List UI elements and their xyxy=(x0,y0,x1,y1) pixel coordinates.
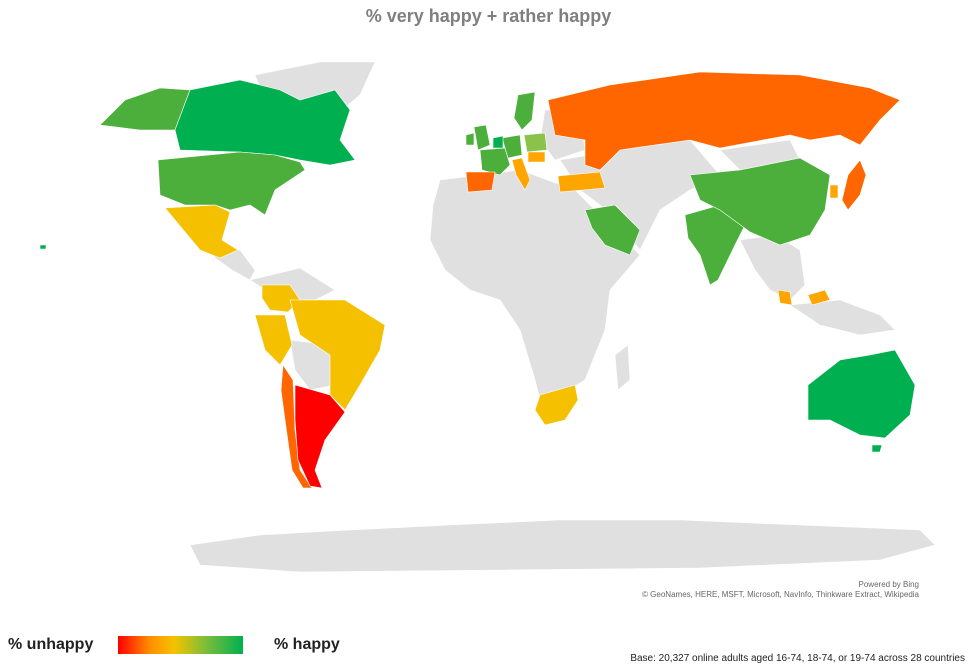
country-australia xyxy=(807,349,916,439)
indonesia xyxy=(789,299,896,336)
country-colombia xyxy=(261,284,301,313)
country-peru xyxy=(254,314,293,366)
country-chile xyxy=(280,364,313,489)
rated-countries xyxy=(39,71,916,489)
sources-text: © GeoNames, HERE, MSFT, Microsoft, NavIn… xyxy=(642,590,919,599)
country-japan xyxy=(841,159,867,211)
map-title: % very happy + rather happy xyxy=(365,6,612,26)
country-canada xyxy=(174,79,356,166)
country-south-africa xyxy=(534,384,579,426)
country-tasmania xyxy=(871,444,883,453)
legend-gradient-bar xyxy=(118,636,243,654)
map-attribution: Powered by Bing © GeoNames, HERE, MSFT, … xyxy=(642,580,919,600)
southeast-asia xyxy=(739,234,806,301)
country-france xyxy=(479,147,511,176)
powered-by-text: Powered by Bing xyxy=(858,580,919,589)
country-saudi-arabia xyxy=(584,204,641,256)
country-uk xyxy=(473,124,491,151)
world-choropleth-map xyxy=(39,61,936,573)
country-ireland xyxy=(465,132,475,146)
country-germany xyxy=(501,134,523,159)
country-hawaii xyxy=(39,244,47,250)
country-poland xyxy=(523,132,548,153)
madagascar xyxy=(614,344,631,391)
country-hungary xyxy=(527,151,546,163)
base-note: Base: 20,327 online adults aged 16-74, 1… xyxy=(630,653,965,664)
country-russia xyxy=(547,71,901,171)
country-alaska xyxy=(99,87,191,131)
country-sweden xyxy=(513,91,536,131)
country-italy xyxy=(511,157,531,191)
country-usa xyxy=(157,151,306,216)
country-argentina xyxy=(294,384,346,489)
country-turkey xyxy=(557,171,606,193)
antarctica xyxy=(189,519,936,573)
country-brazil xyxy=(289,299,386,411)
country-china xyxy=(689,157,831,246)
country-spain xyxy=(465,171,496,193)
country-belgium-netherlands xyxy=(492,135,504,149)
country-mexico xyxy=(164,204,239,259)
legend-high-label: % happy xyxy=(274,636,340,653)
country-malaysia xyxy=(777,289,831,306)
country-south-korea xyxy=(829,184,839,199)
legend-low-label: % unhappy xyxy=(8,636,94,653)
